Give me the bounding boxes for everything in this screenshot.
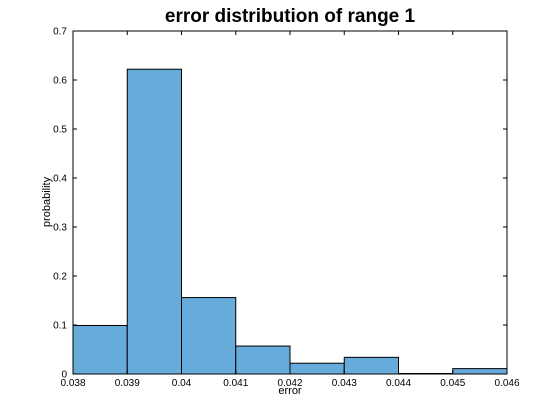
- y-axis-label: probability: [41, 176, 53, 227]
- x-tick-label: 0.046: [494, 378, 519, 389]
- x-tick-label: 0.045: [440, 378, 465, 389]
- bars-group: [72, 68, 508, 375]
- histogram-bar-6: [343, 356, 399, 375]
- x-tick-label: 0.041: [223, 378, 248, 389]
- x-tick-label: 0.039: [115, 378, 140, 389]
- y-tick-label: 0.5: [53, 125, 67, 136]
- y-tick-label: 0.7: [53, 27, 67, 38]
- ticks-group: 0.038 0.039 0.04 0.041 0.042 0.043 0.044 0.045 0…: [53, 27, 520, 390]
- y-tick-label: 0: [61, 370, 67, 381]
- histogram-bar-2: [126, 68, 182, 375]
- histogram-bar-1: [72, 324, 128, 375]
- histogram-bar-4: [235, 345, 291, 375]
- x-tick-label: 0.038: [60, 378, 85, 389]
- histogram-bar-8: [452, 368, 508, 375]
- x-axis-label: error: [278, 385, 302, 397]
- histogram-bar-3: [181, 297, 237, 375]
- y-tick-label: 0.6: [53, 76, 67, 87]
- x-tick-label: 0.042: [277, 378, 302, 389]
- y-tick-label: 0.2: [53, 272, 67, 283]
- x-tick-label: 0.044: [386, 378, 411, 389]
- x-tick-label: 0.043: [332, 378, 357, 389]
- chart-title: error distribution of range 1: [165, 6, 416, 27]
- y-tick-label: 0.4: [53, 174, 67, 185]
- histogram-bar-5: [289, 362, 345, 375]
- y-tick-label: 0.3: [53, 223, 67, 234]
- x-tick-label: 0.04: [172, 378, 192, 389]
- y-tick-label: 0.1: [53, 321, 67, 332]
